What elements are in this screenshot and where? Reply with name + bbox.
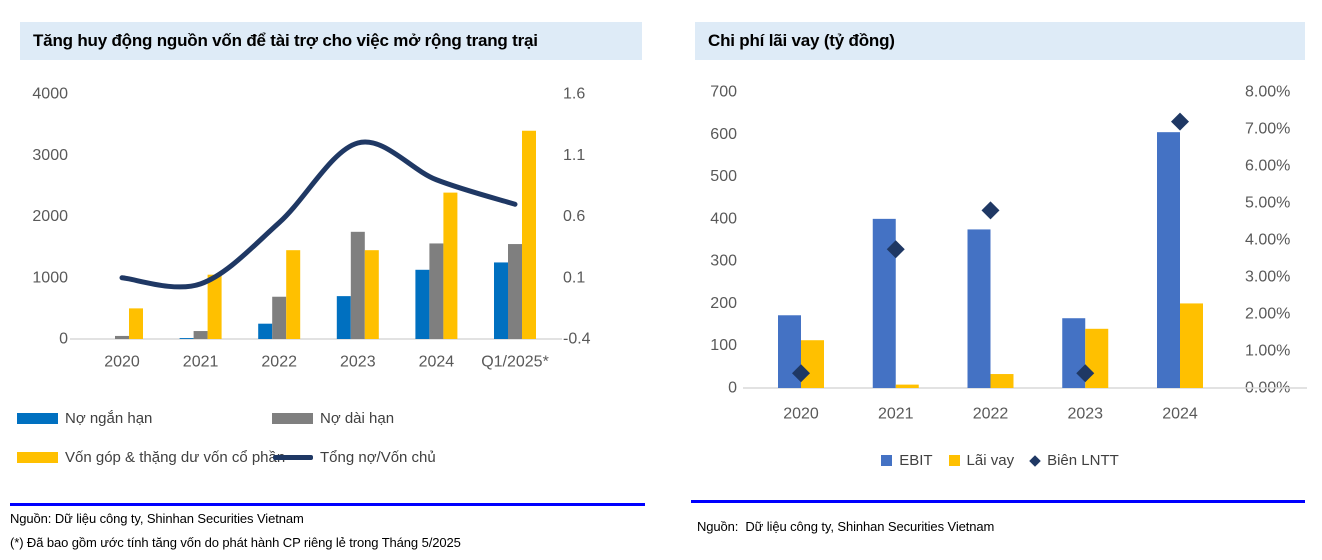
short-term-debt-swatch: [17, 413, 58, 424]
legend-label: Lãi vay: [966, 452, 1015, 469]
svg-text:0.6: 0.6: [563, 208, 585, 225]
left-source-divider: [10, 503, 645, 506]
legend-item-pbt-margin: Biên LNTT: [1029, 452, 1119, 469]
right-chart-legend: EBIT Lãi vay Biên LNTT: [695, 452, 1305, 469]
svg-text:6.00%: 6.00%: [1245, 158, 1290, 175]
svg-text:100: 100: [710, 337, 737, 354]
legend-item-contributed-capital: Vốn góp & thặng dư vốn cổ phần: [17, 449, 285, 466]
contributed-capital-swatch: [17, 452, 58, 463]
right-chart-title: Chi phí lãi vay (tỷ đồng): [708, 31, 895, 50]
legend-item-ebit: EBIT: [881, 452, 933, 469]
legend-item-short-term-debt: Nợ ngắn hạn: [17, 410, 152, 427]
svg-text:2023: 2023: [340, 354, 376, 371]
pbt-margin-diamond-swatch: [1029, 454, 1041, 467]
capital-mobilization-chart: 0 1000 2000 3000 4000 -0.4 0.1 0.6 1.1 1.6 2020 202…: [32, 86, 591, 371]
interest-expense-chart: 01002003004005006007000.00%1.00%2.00%3.0…: [710, 84, 1307, 423]
svg-text:5.00%: 5.00%: [1245, 195, 1290, 212]
svg-text:2024: 2024: [419, 354, 455, 371]
svg-text:200: 200: [710, 295, 737, 312]
svg-text:400: 400: [710, 210, 737, 227]
svg-text:2000: 2000: [32, 208, 68, 225]
svg-text:2020: 2020: [783, 406, 819, 423]
svg-text:2022: 2022: [261, 354, 297, 371]
svg-text:Q1/2025*: Q1/2025*: [481, 354, 549, 371]
legend-label: EBIT: [899, 452, 933, 469]
svg-text:2022: 2022: [973, 406, 1009, 423]
left-source-note: Nguồn: Dữ liệu công ty, Shinhan Securiti…: [10, 511, 304, 526]
right-source-divider: [691, 500, 1305, 503]
left-footnote: (*) Đã bao gồm ước tính tăng vốn do phát…: [10, 535, 461, 550]
svg-text:1000: 1000: [32, 269, 68, 286]
svg-text:2021: 2021: [183, 354, 219, 371]
debt-equity-line-swatch: [273, 455, 313, 460]
interest-expense-swatch: [948, 455, 960, 466]
svg-text:0: 0: [59, 331, 68, 348]
svg-text:2021: 2021: [878, 406, 914, 423]
long-term-debt-swatch: [272, 413, 313, 424]
svg-text:0.1: 0.1: [563, 269, 585, 286]
svg-text:600: 600: [710, 126, 737, 143]
svg-text:2.00%: 2.00%: [1245, 306, 1290, 323]
svg-text:3.00%: 3.00%: [1245, 269, 1290, 286]
right-chart-title-band: Chi phí lãi vay (tỷ đồng): [695, 22, 1305, 60]
svg-text:-0.4: -0.4: [563, 331, 591, 348]
legend-label: Vốn góp & thặng dư vốn cổ phần: [65, 449, 286, 466]
svg-text:700: 700: [710, 84, 737, 101]
svg-text:2023: 2023: [1067, 406, 1103, 423]
legend-label: Nợ ngắn hạn: [65, 410, 153, 427]
svg-text:4000: 4000: [32, 86, 68, 103]
svg-text:1.00%: 1.00%: [1245, 343, 1290, 360]
svg-text:500: 500: [710, 168, 737, 185]
right-source-note: Nguồn: Dữ liệu công ty, Shinhan Securiti…: [697, 519, 995, 534]
legend-label: Biên LNTT: [1047, 452, 1119, 469]
svg-text:4.00%: 4.00%: [1245, 232, 1290, 249]
svg-text:3000: 3000: [32, 147, 68, 164]
legend-label: Tổng nợ/Vốn chủ: [320, 449, 436, 466]
svg-text:1.6: 1.6: [563, 86, 585, 103]
svg-text:7.00%: 7.00%: [1245, 121, 1290, 138]
svg-text:2024: 2024: [1162, 406, 1198, 423]
ebit-swatch: [881, 455, 893, 466]
legend-label: Nợ dài hạn: [320, 410, 395, 427]
svg-text:0: 0: [728, 380, 737, 397]
svg-text:2020: 2020: [104, 354, 140, 371]
svg-text:8.00%: 8.00%: [1245, 84, 1290, 101]
left-chart-title: Tăng huy động nguồn vốn để tài trợ cho v…: [33, 31, 538, 50]
legend-item-debt-equity-ratio: Tổng nợ/Vốn chủ: [273, 449, 436, 466]
svg-text:300: 300: [710, 253, 737, 270]
svg-text:1.1: 1.1: [563, 147, 585, 164]
legend-item-long-term-debt: Nợ dài hạn: [272, 410, 394, 427]
left-chart-title-band: Tăng huy động nguồn vốn để tài trợ cho v…: [20, 22, 642, 60]
legend-item-interest-expense: Lãi vay: [948, 452, 1015, 469]
